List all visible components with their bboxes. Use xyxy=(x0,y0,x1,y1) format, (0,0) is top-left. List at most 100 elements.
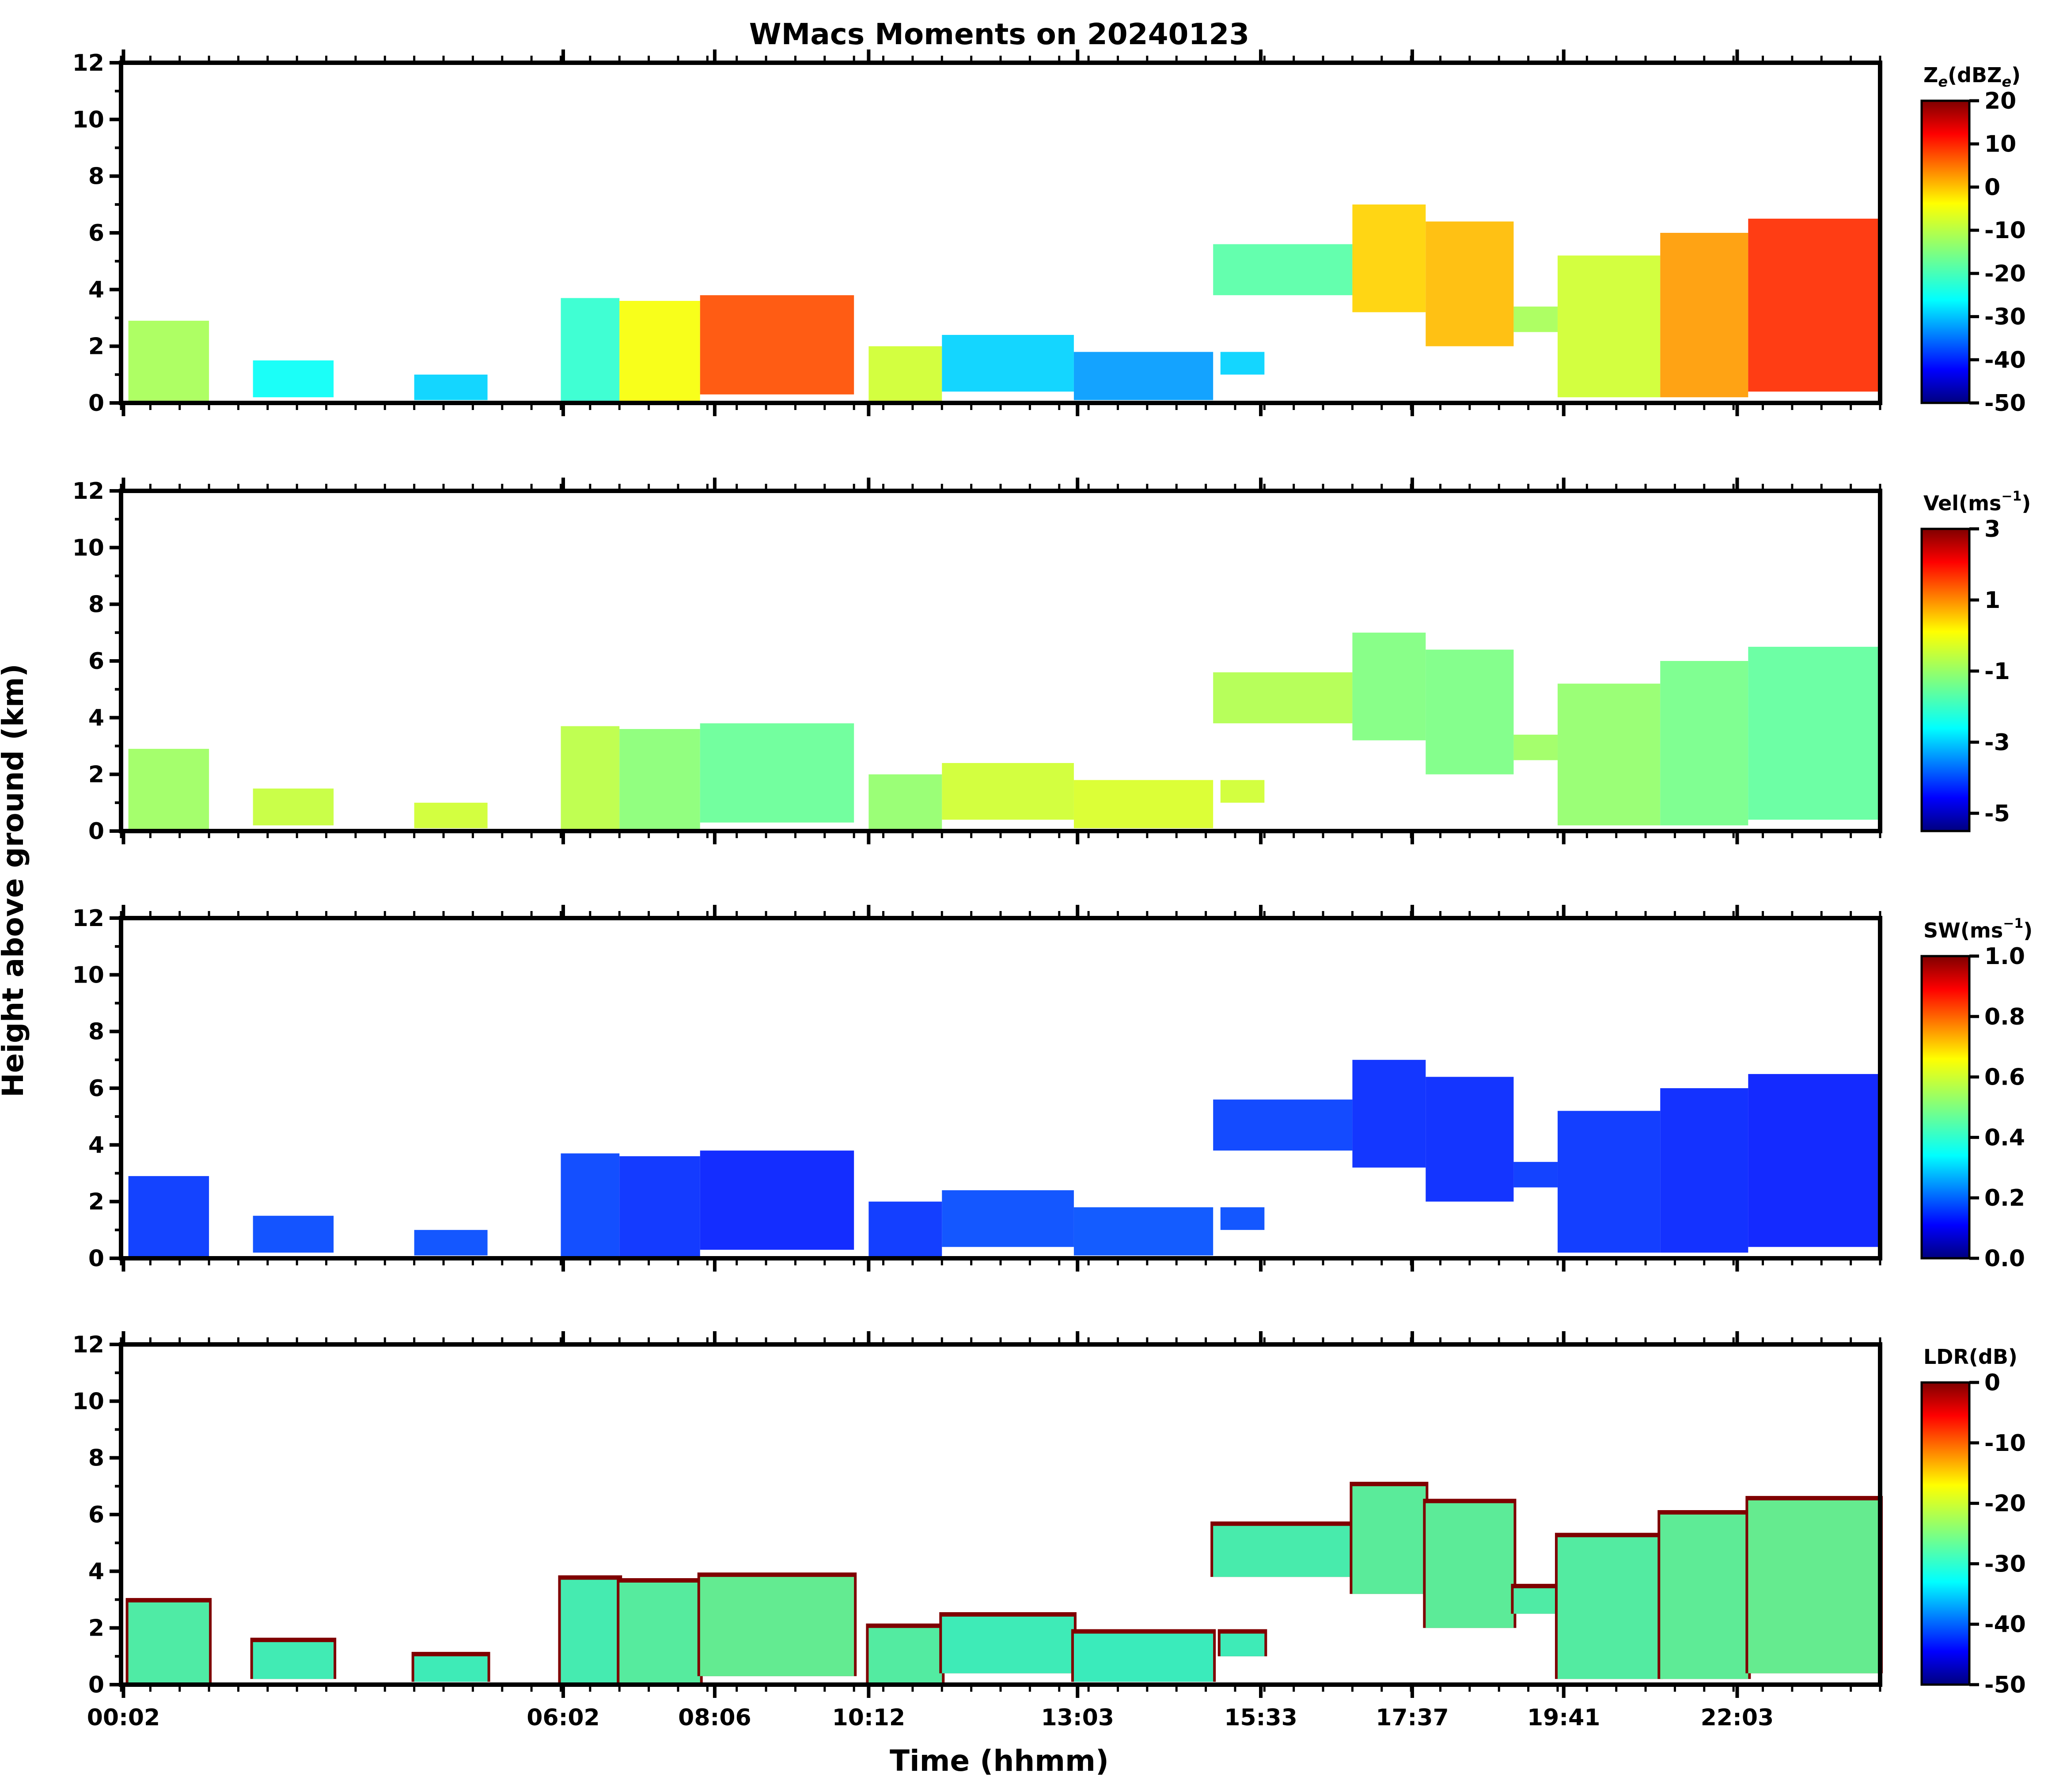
y-tick-label: 0 xyxy=(88,390,104,417)
y-tick-label: 8 xyxy=(88,1445,104,1472)
cloud-cell xyxy=(619,1156,700,1258)
cloud-cell xyxy=(1557,1537,1661,1679)
y-axis-label: Height above ground (km) xyxy=(0,664,30,1097)
label-close: ) xyxy=(2011,63,2021,87)
label-main: SW(ms xyxy=(1923,919,2003,942)
y-tick-label: 2 xyxy=(88,762,104,788)
label-rest: (dBZ xyxy=(1948,63,2002,87)
colorbar-tick-label: 0.6 xyxy=(1984,1064,2025,1091)
x-tick-label: 17:37 xyxy=(1376,1705,1449,1731)
cloud-cell xyxy=(128,320,209,403)
label-sup: −1 xyxy=(2003,916,2023,931)
y-tick-label: 6 xyxy=(88,1075,104,1102)
cloud-cell xyxy=(1513,1162,1558,1188)
cloud-field-vel xyxy=(128,632,1880,831)
colorbar-tick-label: -20 xyxy=(1984,261,2026,287)
y-tick-label: 12 xyxy=(72,905,104,932)
x-tick-label: 15:33 xyxy=(1224,1705,1297,1731)
cloud-cell xyxy=(414,1656,488,1682)
y-tick-label: 4 xyxy=(88,1132,104,1158)
cloud-cell xyxy=(868,1201,942,1258)
y-tick-label: 6 xyxy=(88,1502,104,1528)
panels-group: 02468101220100-10-20-30-40-50Ze(dBZe)024… xyxy=(72,49,2033,1731)
cloud-cell xyxy=(1426,649,1514,775)
cloud-cell xyxy=(700,295,854,395)
x-tick-label: 10:12 xyxy=(832,1705,906,1731)
cloud-cell xyxy=(1352,632,1426,740)
label-sub: e xyxy=(2002,73,2011,90)
colorbar-tick-label: -50 xyxy=(1984,390,2026,417)
cloud-cell xyxy=(1213,1526,1353,1577)
cloud-cell xyxy=(700,1150,854,1250)
y-tick-label: 0 xyxy=(88,1672,104,1698)
colorbar xyxy=(1920,528,1971,832)
cloud-cell xyxy=(1213,1099,1353,1151)
colorbar-tick-label: -50 xyxy=(1984,1672,2026,1698)
colorbar-tick-label: 1.0 xyxy=(1984,943,2025,970)
colorbar-tick-label: 0 xyxy=(1984,174,2000,201)
cloud-cell xyxy=(1073,1207,1214,1256)
cloud-cell xyxy=(253,1642,334,1679)
cloud-cell xyxy=(868,346,942,403)
y-tick-label: 10 xyxy=(72,962,104,988)
cloud-cell xyxy=(561,1153,620,1258)
cloud-cell xyxy=(1426,221,1514,346)
cloud-cell xyxy=(1352,1486,1426,1594)
label-sup: −1 xyxy=(2001,489,2021,504)
cloud-cell xyxy=(1220,1633,1265,1656)
cloud-cell xyxy=(253,360,334,398)
colorbar-tick-label: -40 xyxy=(1984,347,2026,373)
y-tick-label: 12 xyxy=(72,478,104,505)
y-tick-label: 4 xyxy=(88,277,104,303)
y-tick-label: 10 xyxy=(72,535,104,561)
cloud-cell xyxy=(942,763,1074,820)
cloud-field-ldr xyxy=(125,1481,1883,1685)
colorbar-label: LDR(dB) xyxy=(1923,1345,2017,1369)
cloud-cell xyxy=(619,1583,700,1685)
cloud-cell xyxy=(1748,646,1880,820)
label-sub: e xyxy=(1938,73,1948,90)
colorbar-label: Vel(ms−1) xyxy=(1923,489,2031,515)
colorbar-tick-label: -40 xyxy=(1984,1611,2026,1638)
colorbar-label: Ze(dBZe) xyxy=(1923,63,2021,90)
cloud-cell xyxy=(1660,233,1748,398)
cloud-cell xyxy=(1748,1500,1880,1674)
label-main: LDR(dB) xyxy=(1923,1345,2017,1369)
cloud-cell xyxy=(128,1176,209,1258)
colorbar-tick-label: 0.4 xyxy=(1984,1124,2025,1151)
colorbar-tick-label: 20 xyxy=(1984,88,2016,114)
colorbar-tick-label: -3 xyxy=(1984,729,2010,756)
colorbar-tick-label: -1 xyxy=(1984,658,2010,685)
x-tick-label: 08:06 xyxy=(678,1705,751,1731)
cloud-cell xyxy=(1748,1074,1880,1247)
colorbar-tick-label: 3 xyxy=(1984,516,2000,543)
colorbar xyxy=(1920,99,1971,404)
cloud-cell xyxy=(1660,661,1748,826)
y-tick-label: 12 xyxy=(72,50,104,76)
cloud-cell xyxy=(1513,1588,1558,1614)
x-tick-label: 00:02 xyxy=(87,1705,160,1731)
y-tick-label: 12 xyxy=(72,1332,104,1358)
cloud-cell xyxy=(700,1577,854,1676)
cloud-cell xyxy=(1213,672,1353,724)
label-close: ) xyxy=(2023,919,2033,942)
cloud-cell xyxy=(1426,1503,1514,1628)
cloud-cell xyxy=(942,1190,1074,1247)
cloud-field-ze xyxy=(128,204,1880,403)
colorbar-tick-label: 0 xyxy=(1984,1370,2000,1396)
cloud-cell xyxy=(414,802,488,828)
cloud-cell xyxy=(1220,1207,1265,1230)
cloud-cell xyxy=(1513,306,1558,332)
cloud-cell xyxy=(253,1215,334,1253)
cloud-cell xyxy=(1220,780,1265,803)
y-tick-label: 10 xyxy=(72,1388,104,1415)
x-axis-label: Time (hhmm) xyxy=(890,1744,1109,1778)
x-tick-label: 06:02 xyxy=(527,1705,600,1731)
cloud-cell xyxy=(561,1579,620,1685)
cloud-cell xyxy=(942,335,1074,392)
cloud-cell xyxy=(619,729,700,831)
label-main: Vel(ms xyxy=(1923,491,2001,515)
label-main: Z xyxy=(1923,63,1938,87)
y-tick-label: 8 xyxy=(88,163,104,190)
